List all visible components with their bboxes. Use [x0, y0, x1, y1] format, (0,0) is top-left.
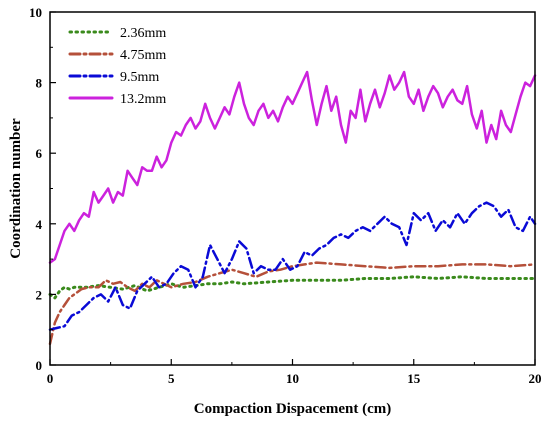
legend-label-3: 9.5mm	[120, 70, 159, 85]
x-tick-label: 20	[529, 371, 542, 386]
series-line-2	[48, 261, 537, 346]
y-tick-label: 2	[36, 287, 43, 302]
x-tick-label: 5	[168, 371, 175, 386]
legend-label-4: 13.2mm	[120, 92, 166, 107]
y-tick-label: 4	[36, 217, 43, 232]
y-tick-label: 8	[36, 76, 43, 91]
legend: 2.36mm 4.75mm 9.5mm 13.2mm	[68, 26, 166, 107]
axis-ticks: 0 5 10 15 20 0 2 4 6 8 10	[29, 5, 542, 386]
y-tick-label: 6	[36, 146, 43, 161]
x-tick-label: 10	[286, 371, 299, 386]
series-line-3	[48, 201, 537, 331]
legend-label-1: 2.36mm	[120, 26, 166, 41]
y-tick-label: 0	[36, 358, 43, 373]
series-line-1	[48, 275, 537, 300]
y-axis-title: Coordination number	[8, 118, 24, 259]
x-axis-title: Compaction Dispacement (cm)	[194, 401, 391, 417]
x-tick-label: 0	[47, 371, 54, 386]
plot-series-layer	[48, 70, 537, 346]
y-tick-label: 10	[29, 5, 42, 20]
series-line-4	[48, 70, 537, 264]
plot-frame	[49, 11, 536, 366]
x-tick-label: 15	[407, 371, 421, 386]
legend-label-2: 4.75mm	[120, 48, 166, 63]
